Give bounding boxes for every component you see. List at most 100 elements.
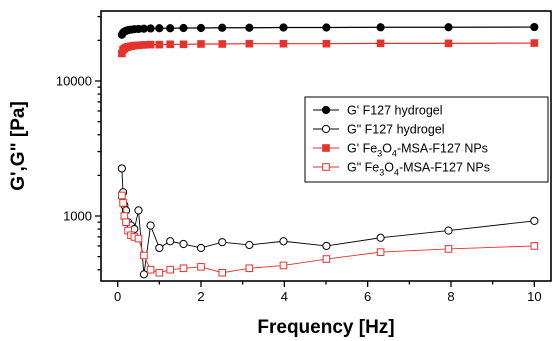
data-point [322,163,330,171]
data-point [376,233,385,242]
data-point [166,24,175,33]
y-axis-label: G',G" [Pa] [8,101,29,191]
data-point [530,39,539,47]
data-point [279,23,288,32]
data-point [155,24,164,33]
data-point [139,24,149,33]
data-point [139,270,149,279]
data-point [530,216,539,225]
y-tick-label: 1000 [63,208,92,223]
legend-label: G" F127 hydrogel [347,123,445,137]
y-tick-label: 10000 [56,73,92,88]
data-point [376,39,385,48]
legend-box [304,96,549,183]
series-2 [117,164,539,279]
data-point [197,40,205,48]
data-point [179,239,188,249]
legend-label-part: G" Fe [347,161,379,175]
data-point [179,40,188,49]
data-point [218,268,227,277]
series-1 [117,22,539,39]
legend-label-part: 3 [379,168,384,178]
data-point [119,199,127,207]
data-point [146,24,155,33]
data-point [322,23,331,32]
series-layer [117,22,539,279]
legend-item: G" F127 hydrogel [313,123,445,137]
data-point [146,265,155,274]
data-point [179,264,188,273]
data-point [322,144,330,152]
data-point [245,240,254,250]
legend-item: G" Fe3O4-MSA-F127 NPs [313,161,490,178]
data-point [155,243,164,253]
legend-label: G' Fe3O4-MSA-F127 NPs [347,142,488,159]
data-point [245,23,254,32]
data-point [218,238,227,247]
data-point [118,191,126,200]
data-point [279,261,288,270]
x-tick-label: 0 [114,289,121,304]
data-point [155,40,164,49]
legend-item: G' F127 hydrogel [313,104,443,118]
data-point [140,251,148,260]
data-point [279,237,288,246]
data-point [245,39,254,48]
data-point [322,255,331,263]
data-point [444,226,453,235]
legend-label: G" Fe3O4-MSA-F127 NPs [347,161,490,178]
legend-label-part: 3 [377,149,382,159]
legend-label-part: 4 [394,168,399,178]
data-point [245,264,254,273]
data-point [117,164,126,173]
data-point [166,40,174,49]
data-point [196,243,206,253]
data-point [146,221,155,230]
data-point [376,23,385,32]
data-point [179,23,188,33]
data-point [321,124,331,134]
x-tick-label: 10 [527,289,541,304]
series-3 [118,39,539,58]
data-point [166,265,174,274]
legend-label-part: -MSA-F127 NPs [397,142,488,156]
data-point [140,41,148,49]
legend-label-part: O [384,161,394,175]
x-axis-label: Frequency [Hz] [257,317,394,338]
data-point [120,212,129,220]
data-point [146,40,155,49]
data-point [134,206,143,215]
legend-label-part: G' Fe [347,142,377,156]
data-point [196,23,206,33]
data-point [322,241,331,251]
data-point [218,23,227,32]
data-point [134,234,143,243]
data-point [279,39,288,48]
data-point [444,23,453,32]
data-point [197,263,205,271]
x-tick-label: 2 [197,289,204,304]
data-point [322,39,331,48]
data-point [321,105,331,115]
data-point [530,22,539,32]
legend-label-part: -MSA-F127 NPs [399,161,490,175]
axis-ticks: 0 2 4 6 8 10 1000 10000 [56,15,542,304]
x-tick-label: 6 [364,289,371,304]
data-point [122,218,130,226]
data-point [530,242,539,250]
data-point [444,245,453,253]
legend-label-part: 4 [392,149,397,159]
data-point [218,40,227,48]
legend-label: G' F127 hydrogel [347,104,443,118]
series-4 [118,191,539,277]
x-tick-label: 8 [447,289,454,304]
data-point [155,268,164,277]
data-point [166,237,175,246]
data-point [376,248,385,256]
legend-item: G' Fe3O4-MSA-F127 NPs [313,142,488,159]
data-point [444,39,453,48]
legend-label-part: O [382,142,392,156]
x-tick-label: 4 [281,289,288,304]
